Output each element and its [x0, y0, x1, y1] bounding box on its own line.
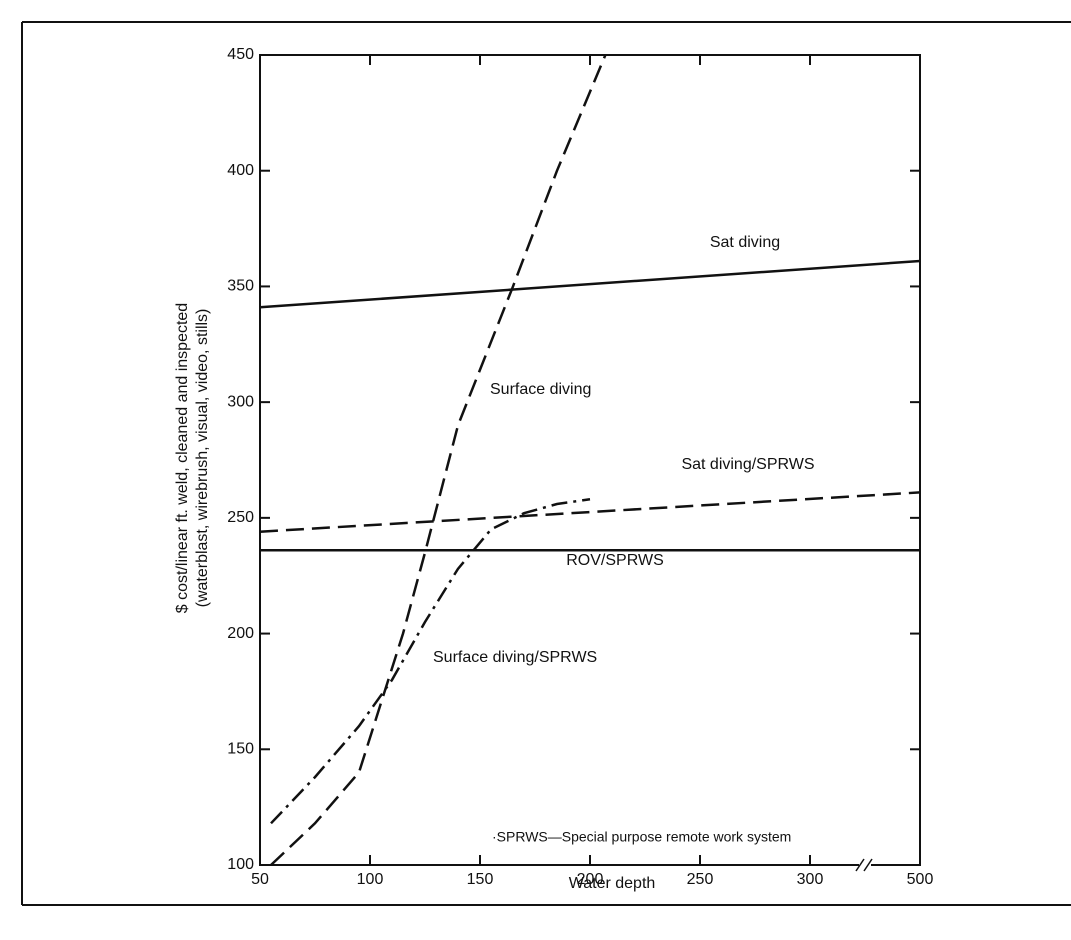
y-tick-label: 250 — [227, 509, 254, 526]
y-tick-label: 100 — [227, 856, 254, 873]
y-tick-label: 200 — [227, 625, 254, 642]
x-tick-label: 50 — [251, 871, 269, 888]
series-line — [270, 498, 591, 825]
x-tick-label: 100 — [357, 871, 384, 888]
y-axis-title: $ cost/linear ft. weld, cleaned and insp… — [174, 303, 191, 613]
y-axis-title: (waterblast, wirebrush, visual, video, s… — [194, 309, 211, 608]
y-tick-label: 150 — [227, 741, 254, 758]
x-tick-label: 150 — [467, 871, 494, 888]
y-tick-label: 450 — [227, 46, 254, 63]
series-label: Surface diving/SPRWS — [433, 649, 597, 666]
series-line — [270, 54, 607, 866]
x-tick-label: 200 — [577, 871, 604, 888]
axis-break — [863, 858, 873, 872]
x-tick-label: 300 — [797, 871, 824, 888]
series-label: Sat diving/SPRWS — [681, 456, 814, 473]
series-label: Sat diving — [710, 234, 780, 251]
x-tick-label: 250 — [687, 871, 714, 888]
series-label: Surface diving — [490, 381, 591, 398]
series-line — [259, 259, 921, 309]
axis-break-gap — [859, 861, 871, 869]
series-line — [259, 491, 921, 533]
footnote: ·SPRWS—Special purpose remote work syste… — [492, 829, 791, 845]
axis-break — [855, 858, 865, 872]
y-tick-label: 350 — [227, 278, 254, 295]
x-tick-label: 500 — [907, 871, 934, 888]
y-tick-label: 400 — [227, 162, 254, 179]
series-label: ROV/SPRWS — [566, 552, 664, 569]
plot-frame — [259, 54, 921, 866]
x-axis-title: Water depth — [569, 875, 656, 892]
y-tick-label: 300 — [227, 393, 254, 410]
